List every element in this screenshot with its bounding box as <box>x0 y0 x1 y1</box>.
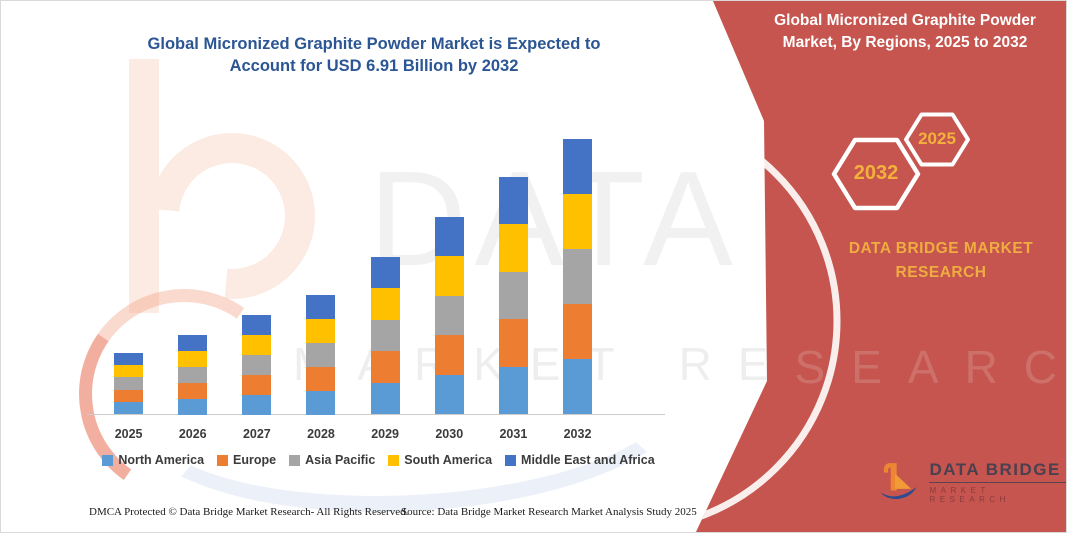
bar-segment <box>242 374 272 395</box>
legend-label: North America <box>118 453 205 467</box>
bar-segment <box>434 256 464 296</box>
bar-segment <box>242 334 272 355</box>
bar-segment <box>114 402 144 415</box>
x-axis-label: 2026 <box>178 427 207 441</box>
red-panel-shape <box>695 1 1066 532</box>
footer-source-text: Source: Data Bridge Market Research Mark… <box>401 506 697 518</box>
bar-segment <box>434 335 464 375</box>
bar-segment <box>498 319 528 367</box>
watermark-logo-stem <box>129 59 159 313</box>
legend-label: South America <box>404 453 493 467</box>
bar-segment <box>242 394 272 415</box>
legend-label: Europe <box>233 453 277 467</box>
legend-item: Asia Pacific <box>289 453 375 467</box>
hexagon-2025-label: 2025 <box>918 129 956 148</box>
x-axis-line <box>87 414 665 415</box>
bar-segment <box>306 390 336 415</box>
bar-segment <box>563 248 592 305</box>
legend-item: Middle East and Africa <box>505 453 655 467</box>
bar-segment <box>306 294 336 319</box>
white-arc-decoration <box>695 109 841 532</box>
hexagon-2025 <box>904 112 970 167</box>
brand-text: DATA BRIDGE MARKET RESEARCH <box>848 240 1034 282</box>
bar-segment <box>563 359 592 415</box>
legend-label: Middle East and Africa <box>521 453 655 467</box>
legend-swatch <box>102 454 114 466</box>
legend-swatch <box>505 454 517 466</box>
bar-segment <box>370 319 400 352</box>
bar-segment <box>178 350 208 367</box>
footer-dmca-text: DMCA Protected © Data Bridge Market Rese… <box>89 506 409 518</box>
bar-segment <box>498 271 528 320</box>
bar-segment <box>563 193 592 249</box>
bar-segment <box>370 288 400 320</box>
bar-segment <box>498 224 528 272</box>
bar-segment <box>178 398 208 415</box>
bar-segment <box>370 256 400 289</box>
legend-item: South America <box>388 453 492 467</box>
bar-segment <box>178 382 208 399</box>
bar-segment <box>306 366 336 391</box>
x-axis-label: 2025 <box>114 427 143 441</box>
bar-segment <box>242 354 272 375</box>
bar-segment <box>498 176 528 225</box>
chart-legend: North America Europe Asia Pacific South Ame… <box>86 453 671 467</box>
legend-swatch <box>388 454 400 466</box>
x-axis-label: 2027 <box>242 427 271 441</box>
bar-segment <box>114 364 144 378</box>
bar-segment <box>306 318 336 343</box>
bar-segment <box>178 334 208 351</box>
bar-segment <box>434 216 464 257</box>
x-axis-label: 2031 <box>499 427 528 441</box>
legend-item: Europe <box>217 453 276 467</box>
bar-segment <box>114 389 144 403</box>
legend-swatch <box>217 454 229 466</box>
bar-segment <box>370 382 400 415</box>
x-axis-label: 2030 <box>435 427 464 441</box>
bar-segment <box>434 374 464 415</box>
logo-tagline: MARKET RESEARCH <box>929 486 1010 504</box>
bar-segment <box>563 304 592 360</box>
legend-label: Asia Pacific <box>305 453 376 467</box>
x-axis-label: 2028 <box>307 427 335 441</box>
bar-segment <box>370 351 400 383</box>
logo-name: DATA BRIDGE <box>929 460 1066 483</box>
bar-segment <box>306 342 336 367</box>
bar-segment <box>563 138 592 194</box>
hexagon-2032-label: 2032 <box>853 162 899 184</box>
bar-segment <box>178 366 208 383</box>
bar-segment <box>114 352 144 365</box>
legend-swatch <box>289 454 301 466</box>
bar-segment <box>114 377 144 390</box>
panel-title: Global Micronized Graphite Powder Market… <box>774 12 1036 52</box>
chart-title: Global Micronized Graphite Powder Market… <box>147 35 601 76</box>
legend-item: North America <box>102 453 204 467</box>
data-bridge-logo-icon <box>880 463 917 500</box>
data-bridge-logo: DATA BRIDGE MARKET RESEARCH <box>877 457 1066 507</box>
bar-segment <box>434 295 464 336</box>
x-axis-label: 2032 <box>563 427 592 441</box>
bar-segment <box>242 314 272 335</box>
x-axis-label: 2029 <box>371 427 400 441</box>
hexagon-2032 <box>831 137 921 211</box>
panel-watermark-text: MARKET RESEARCH <box>293 341 1067 393</box>
bar-segment <box>498 366 528 415</box>
